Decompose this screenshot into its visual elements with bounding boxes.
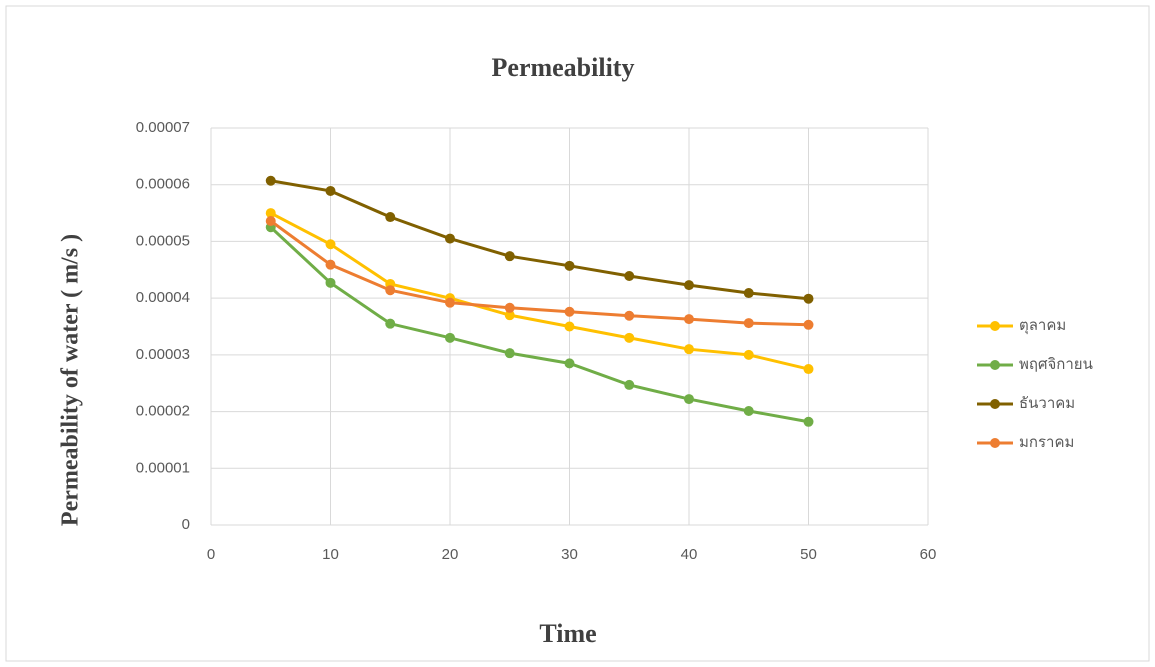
series-line — [270, 179, 809, 301]
data-point — [504, 251, 515, 262]
data-point — [684, 344, 694, 355]
x-axis-label: Time — [539, 619, 596, 648]
data-point — [743, 288, 754, 299]
legend-marker — [990, 321, 1000, 331]
data-point — [743, 406, 754, 417]
data-point — [325, 259, 336, 270]
y-tick-label: 0 — [182, 516, 190, 533]
legend-marker — [990, 438, 1000, 448]
data-point — [684, 280, 694, 291]
x-tick-label: 50 — [800, 546, 817, 563]
legend-label: พฤศจิกายน — [1019, 356, 1093, 373]
y-tick-label: 0.00002 — [136, 403, 190, 420]
y-axis-label: Permeability of water ( m/s ) — [58, 234, 84, 526]
data-point — [385, 318, 396, 329]
data-point — [265, 216, 276, 227]
data-point — [624, 379, 635, 390]
y-tick-label: 0.00005 — [136, 232, 190, 249]
data-point — [564, 260, 575, 271]
y-tick-label: 0.00001 — [136, 459, 190, 476]
data-point — [684, 394, 694, 405]
x-tick-label: 20 — [442, 546, 459, 563]
data-point — [564, 321, 575, 332]
series-line — [269, 219, 809, 327]
data-point — [624, 310, 635, 321]
legend-marker — [990, 360, 1000, 370]
data-point — [445, 297, 455, 308]
legend-label: ธันวาคม — [1019, 395, 1075, 412]
legend-label: มกราคม — [1019, 434, 1074, 451]
x-tick-label: 10 — [322, 546, 339, 563]
legend-label: ตุลาคม — [1019, 317, 1066, 335]
series-line — [269, 226, 809, 424]
legend-marker — [990, 399, 1000, 409]
data-point — [743, 349, 754, 360]
x-tick-label: 60 — [920, 546, 937, 563]
data-point — [624, 271, 635, 282]
data-point — [564, 358, 575, 369]
data-point — [504, 348, 515, 359]
data-point — [325, 185, 336, 196]
data-point — [385, 285, 396, 296]
data-point — [803, 364, 814, 375]
data-point — [803, 416, 814, 427]
data-point — [325, 239, 336, 250]
y-tick-label: 0.00006 — [136, 176, 190, 193]
x-tick-label: 0 — [207, 546, 215, 563]
data-point — [564, 306, 575, 317]
data-point — [265, 175, 276, 186]
y-tick-label: 0.00003 — [136, 346, 190, 363]
data-point — [803, 293, 814, 304]
data-point — [445, 233, 455, 244]
data-point — [504, 310, 515, 321]
data-point — [385, 212, 396, 223]
data-point — [445, 332, 455, 343]
data-point — [265, 208, 276, 219]
y-tick-label: 0.00004 — [136, 289, 190, 306]
data-point — [325, 277, 336, 288]
data-point — [504, 302, 515, 313]
data-point — [743, 318, 754, 329]
chart-frame — [5, 5, 1150, 662]
x-tick-label: 30 — [561, 546, 578, 563]
chart-title: Permeability — [492, 53, 635, 82]
data-point — [684, 314, 694, 325]
y-tick-label: 0.00007 — [136, 119, 190, 136]
series-line — [270, 211, 809, 371]
x-tick-label: 40 — [681, 546, 698, 563]
data-point — [803, 319, 814, 330]
data-point — [624, 332, 635, 343]
